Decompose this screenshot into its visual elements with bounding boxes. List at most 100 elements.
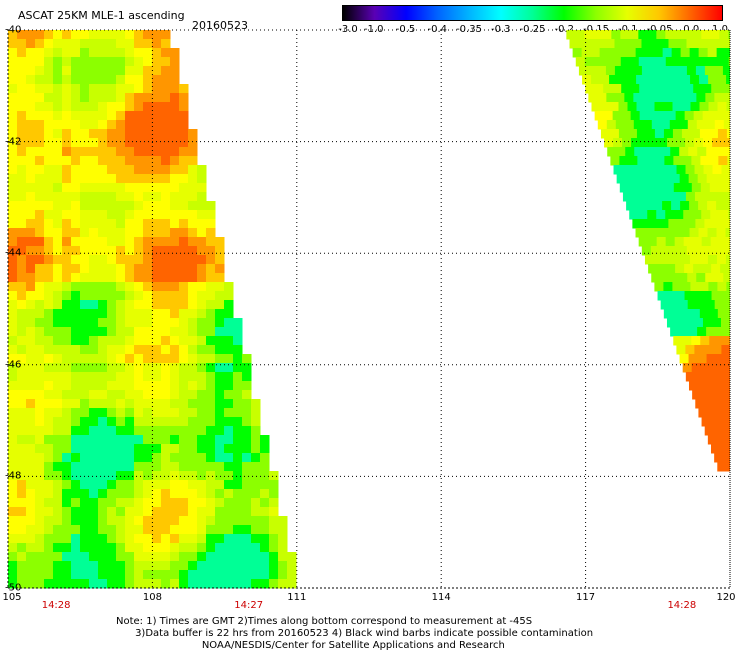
wind-cell bbox=[233, 345, 243, 355]
wind-cell bbox=[592, 102, 602, 112]
wind-cell bbox=[603, 57, 613, 67]
wind-cell bbox=[197, 579, 207, 589]
wind-cell bbox=[161, 507, 171, 517]
wind-cell bbox=[44, 426, 54, 436]
wind-cell bbox=[71, 246, 81, 256]
wind-cell bbox=[575, 30, 585, 40]
wind-cell bbox=[62, 579, 72, 589]
wind-cell bbox=[197, 480, 207, 490]
wind-cell bbox=[26, 480, 36, 490]
wind-cell bbox=[170, 570, 180, 580]
wind-cell bbox=[44, 336, 54, 346]
wind-cell bbox=[695, 219, 705, 229]
wind-cell bbox=[152, 300, 162, 310]
wind-cell bbox=[206, 327, 216, 337]
wind-cell bbox=[676, 345, 686, 355]
wind-cell bbox=[611, 30, 621, 40]
wind-cell bbox=[161, 444, 171, 454]
wind-cell bbox=[637, 129, 647, 139]
wind-cell bbox=[161, 120, 171, 130]
wind-cell bbox=[215, 381, 225, 391]
wind-cell bbox=[215, 435, 225, 445]
wind-cell bbox=[125, 417, 135, 427]
wind-cell bbox=[17, 318, 27, 328]
wind-cell bbox=[633, 93, 643, 103]
wind-cell bbox=[125, 309, 135, 319]
wind-cell bbox=[62, 444, 72, 454]
wind-cell bbox=[233, 318, 243, 328]
wind-cell bbox=[716, 381, 726, 391]
wind-cell bbox=[89, 138, 99, 148]
wind-cell bbox=[53, 462, 63, 472]
wind-cell bbox=[251, 543, 261, 553]
wind-cell bbox=[251, 561, 261, 571]
wind-cell bbox=[17, 264, 27, 274]
wind-cell bbox=[206, 336, 216, 346]
wind-cell bbox=[134, 561, 144, 571]
wind-cell bbox=[206, 255, 216, 265]
wind-cell bbox=[722, 39, 730, 49]
wind-cell bbox=[98, 399, 108, 409]
wind-cell bbox=[197, 453, 207, 463]
wind-cell bbox=[698, 381, 708, 391]
wind-cell bbox=[89, 264, 99, 274]
wind-cell bbox=[17, 525, 27, 535]
wind-cell bbox=[642, 93, 652, 103]
wind-cell bbox=[134, 480, 144, 490]
wind-cell bbox=[116, 129, 126, 139]
wind-cell bbox=[709, 336, 719, 346]
wind-cell bbox=[89, 174, 99, 184]
wind-cell bbox=[161, 156, 171, 166]
wind-cell bbox=[631, 111, 641, 121]
wind-cell bbox=[80, 30, 90, 40]
wind-cell bbox=[53, 165, 63, 175]
wind-cell bbox=[134, 390, 144, 400]
wind-cell bbox=[161, 102, 171, 112]
wind-cell bbox=[673, 336, 683, 346]
wind-cell bbox=[170, 534, 180, 544]
wind-cell bbox=[170, 408, 180, 418]
wind-cell bbox=[709, 129, 719, 139]
latitude-label: -46 bbox=[5, 359, 21, 370]
wind-cell bbox=[688, 327, 698, 337]
wind-cell bbox=[694, 318, 704, 328]
wind-cell bbox=[197, 363, 207, 373]
wind-cell bbox=[688, 147, 698, 157]
wind-cell bbox=[8, 453, 18, 463]
wind-cell bbox=[125, 291, 135, 301]
wind-cell bbox=[62, 57, 72, 67]
wind-cell bbox=[664, 129, 674, 139]
longitude-label: 108 bbox=[143, 592, 162, 603]
wind-cell bbox=[53, 408, 63, 418]
wind-cell bbox=[62, 228, 72, 238]
wind-cell bbox=[636, 48, 646, 58]
wind-cell bbox=[35, 183, 45, 193]
wind-cell bbox=[711, 417, 721, 427]
wind-cell bbox=[17, 156, 27, 166]
wind-cell bbox=[206, 309, 216, 319]
wind-cell bbox=[98, 129, 108, 139]
wind-cell bbox=[71, 372, 81, 382]
wind-cell bbox=[125, 156, 135, 166]
wind-cell bbox=[35, 309, 45, 319]
wind-cell bbox=[134, 75, 144, 85]
wind-cell bbox=[188, 291, 198, 301]
wind-cell bbox=[233, 399, 243, 409]
wind-cell bbox=[576, 57, 586, 67]
wind-cell bbox=[657, 84, 667, 94]
wind-cell bbox=[206, 453, 216, 463]
wind-cell bbox=[26, 435, 36, 445]
wind-cell bbox=[260, 444, 270, 454]
wind-cell bbox=[717, 282, 727, 292]
wind-cell bbox=[125, 489, 135, 499]
wind-cell bbox=[26, 219, 36, 229]
wind-cell bbox=[233, 525, 243, 535]
wind-cell bbox=[712, 318, 722, 328]
wind-cell bbox=[53, 210, 63, 220]
wind-cell bbox=[26, 156, 36, 166]
wind-cell bbox=[660, 93, 670, 103]
wind-cell bbox=[170, 129, 180, 139]
wind-cell bbox=[697, 327, 707, 337]
wind-cell bbox=[197, 201, 207, 211]
wind-cell bbox=[723, 426, 730, 436]
